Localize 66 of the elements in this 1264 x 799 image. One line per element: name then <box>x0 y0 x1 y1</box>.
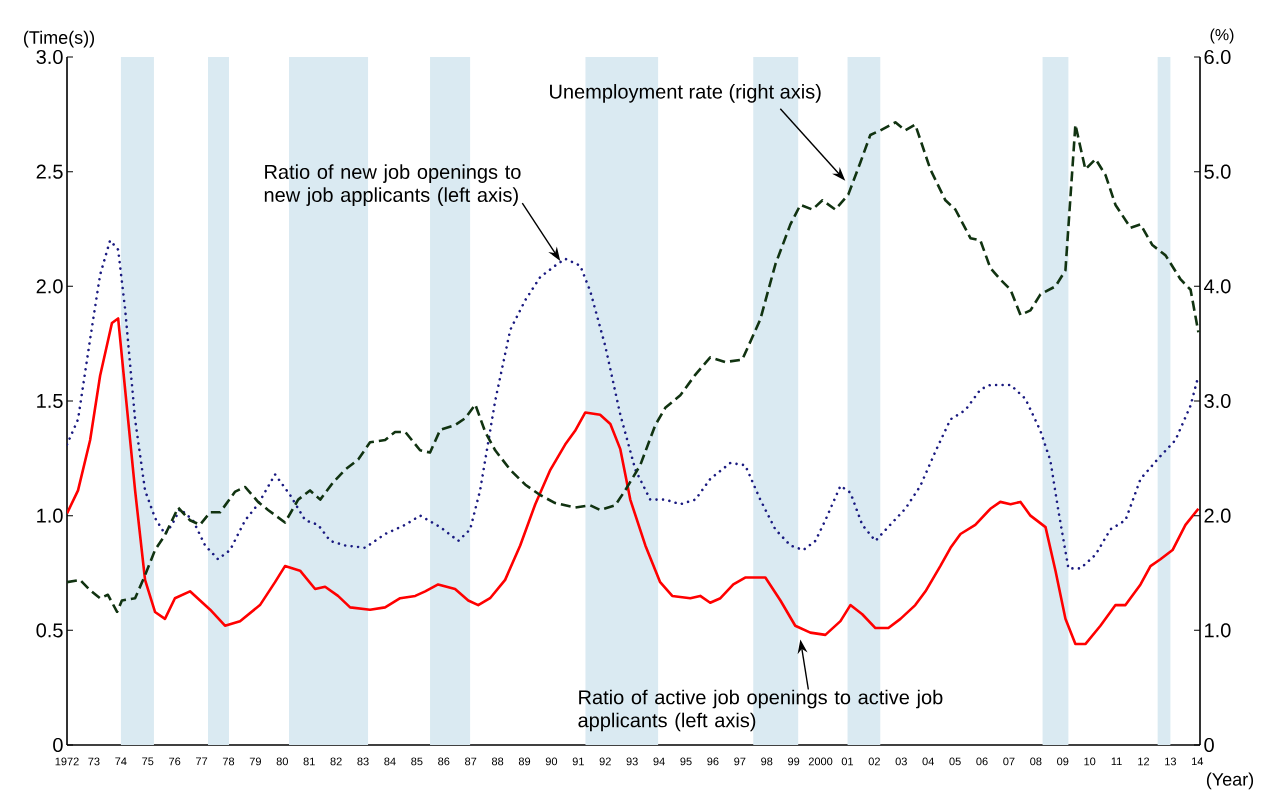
x-tick-label: 95 <box>680 757 692 766</box>
x-tick-label: 79 <box>249 757 261 766</box>
x-tick-label: 12 <box>1138 757 1150 766</box>
annotation: Ratio of new job openings to new job applicants (left axis) <box>264 164 521 206</box>
x-tick-label: 96 <box>707 757 719 766</box>
x-tick-label: 1972 <box>55 757 79 766</box>
y-tick-label: 0 <box>53 737 63 753</box>
x-tick-label: 92 <box>599 757 611 766</box>
y2-tick-label: 0 <box>1204 737 1214 753</box>
y-tick-label: 3.0 <box>36 49 63 65</box>
x-tick-label: 06 <box>976 757 988 766</box>
y2-tick-label: 6.0 <box>1204 49 1231 65</box>
x-tick-label: 73 <box>88 757 100 766</box>
x-tick-label: 81 <box>303 757 315 766</box>
x-tick-label: 76 <box>169 757 181 766</box>
y2-tick-label: 1.0 <box>1205 623 1231 638</box>
x-tick-label: 2000 <box>808 757 833 766</box>
x-tick-label: 01 <box>841 757 854 766</box>
y-tick-label: 2.5 <box>36 164 63 179</box>
x-tick-label: 11 <box>1111 757 1122 766</box>
x-tick-label: 78 <box>222 757 235 766</box>
y-tick-label: 0.5 <box>36 623 63 638</box>
x-tick-label: 13 <box>1165 757 1177 766</box>
x-tick-label: 84 <box>384 757 396 766</box>
line-series <box>67 239 1200 570</box>
line-series <box>67 121 1200 614</box>
x-tick-label: 98 <box>761 757 773 766</box>
x-tick-label: 77 <box>196 757 208 766</box>
x-tick-label: 75 <box>142 757 154 766</box>
x-tick-label: 90 <box>545 757 558 766</box>
x-tick-label: 94 <box>653 757 665 766</box>
x-tick-label: 14 <box>1192 757 1204 766</box>
x-tick-label: 09 <box>1057 757 1069 766</box>
x-tick-label: 03 <box>895 757 907 766</box>
y-axis-title: (Time(s)) <box>23 30 95 48</box>
x-tick-label: 91 <box>572 757 584 766</box>
x-tick-label: 86 <box>438 757 450 766</box>
x-tick-label: 05 <box>949 757 961 766</box>
x-tick-label: 89 <box>518 757 531 766</box>
line-series <box>67 317 1200 646</box>
x-tick-label: 02 <box>868 757 880 766</box>
x-axis-title: (Year) <box>1206 772 1254 790</box>
y-tick-label: 2.0 <box>36 279 63 294</box>
y2-tick-label: 4.0 <box>1203 279 1231 294</box>
y2-tick-label: 5.0 <box>1204 164 1231 179</box>
x-tick-label: 74 <box>115 757 127 766</box>
y-tick-label: 1.0 <box>37 508 63 523</box>
x-tick-label: 88 <box>491 757 504 766</box>
y2-axis-title: (%) <box>1210 28 1234 44</box>
x-tick-label: 08 <box>1030 757 1042 766</box>
x-tick-label: 80 <box>276 757 288 766</box>
x-tick-label: 04 <box>922 757 934 766</box>
x-tick-label: 93 <box>626 757 638 766</box>
annotation: Ratio of active job openings to active job applicants (left axis) <box>578 689 943 732</box>
annotation: Unemployment rate (right axis) <box>550 84 821 103</box>
x-tick-label: 87 <box>465 757 477 766</box>
x-tick-label: 83 <box>357 757 369 766</box>
x-tick-label: 07 <box>1003 757 1015 766</box>
x-tick-label: 85 <box>411 757 423 766</box>
x-tick-label: 99 <box>788 757 800 766</box>
x-tick-label: 10 <box>1084 757 1096 766</box>
x-tick-label: 97 <box>734 757 746 766</box>
y-tick-label: 1.5 <box>37 394 63 408</box>
y2-tick-label: 2.0 <box>1204 508 1231 523</box>
y2-tick-label: 3.0 <box>1204 393 1231 409</box>
x-tick-label: 82 <box>330 757 342 766</box>
